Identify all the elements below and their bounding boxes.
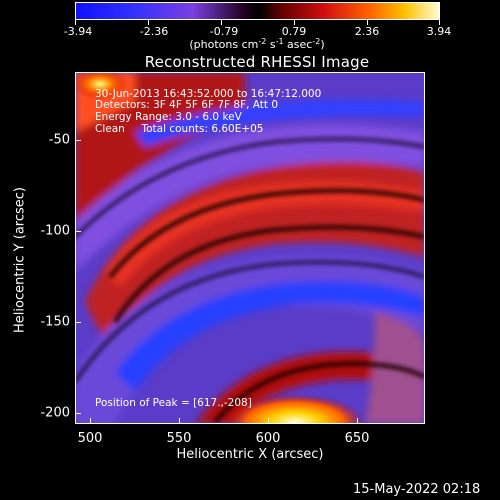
colorbar-tick — [221, 20, 222, 25]
y-tick-label: -50 — [48, 132, 70, 148]
x-tick-label: 600 — [255, 431, 281, 446]
x-tick — [357, 418, 358, 424]
x-tick — [90, 418, 91, 424]
colorbar-tick — [439, 20, 440, 25]
energy-range-text: Energy Range: 3.0 - 6.0 keV — [95, 111, 242, 123]
generation-timestamp: 15-May-2022 02:18 — [353, 482, 481, 497]
colorbar-tick — [75, 20, 76, 25]
y-tick — [75, 231, 81, 232]
clean-counts-text: Clean Total counts: 6.60E+05 — [95, 123, 264, 135]
x-tick — [268, 418, 269, 424]
x-tick — [179, 418, 180, 424]
y-tick-label: -150 — [40, 314, 70, 330]
colorbar-tick — [148, 20, 149, 25]
y-tick — [75, 322, 81, 323]
colorbar-tick-label: 2.36 — [354, 25, 380, 38]
colorbar-tick-label: -3.94 — [63, 25, 93, 38]
y-tick-label: -200 — [40, 405, 70, 421]
colorbar-tick — [367, 20, 368, 25]
x-axis-title: Heliocentric X (arcsec) — [176, 447, 324, 462]
x-tick-label: 500 — [77, 431, 103, 446]
colorbar-tick-label: 0.79 — [281, 25, 307, 38]
colorbar-tick — [294, 20, 295, 25]
y-tick — [75, 413, 81, 414]
colorbar — [75, 2, 440, 20]
y-tick — [75, 140, 81, 141]
detectors-text: Detectors: 3F 4F 5F 6F 7F 8F, Att 0 — [95, 99, 279, 111]
y-axis-title: Heliocentric Y (arcsec) — [12, 187, 28, 333]
heatmap-image — [75, 72, 425, 424]
colorbar-tick-label: -0.79 — [209, 25, 239, 38]
colorbar-tick-label: 3.94 — [426, 25, 452, 38]
chart-title: Reconstructed RHESSI Image — [144, 53, 370, 71]
x-tick-label: 550 — [166, 431, 192, 446]
peak-position-text: Position of Peak = [617.,-208] — [95, 397, 252, 409]
colorbar-tick-label: -2.36 — [139, 25, 169, 38]
time-range-text: 30-Jun-2013 16:43:52.000 to 16:47:12.000 — [95, 88, 322, 100]
y-tick-label: -100 — [40, 223, 70, 239]
x-tick-label: 650 — [344, 431, 370, 446]
colorbar-units: (photons cm-2 s-1 asec-2) — [189, 37, 325, 52]
